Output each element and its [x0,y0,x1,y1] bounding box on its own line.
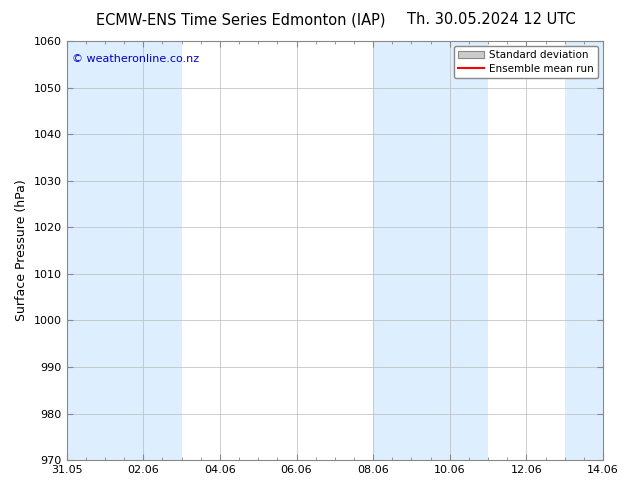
Bar [67,41,181,460]
Legend: Standard deviation, Ensemble mean run: Standard deviation, Ensemble mean run [453,46,598,78]
Text: © weatheronline.co.nz: © weatheronline.co.nz [72,53,199,64]
Title: ECMW-ENS Time Series Edmonton (IAP)    Th. 30.05.2024 12 UTC: ECMW-ENS Time Series Edmonton (IAP) Th. … [0,489,1,490]
Text: ECMW-ENS Time Series Edmonton (IAP): ECMW-ENS Time Series Edmonton (IAP) [96,12,385,27]
Bar [565,41,603,460]
Bar [373,41,488,460]
Text: Th. 30.05.2024 12 UTC: Th. 30.05.2024 12 UTC [407,12,576,27]
Y-axis label: Surface Pressure (hPa): Surface Pressure (hPa) [15,180,28,321]
